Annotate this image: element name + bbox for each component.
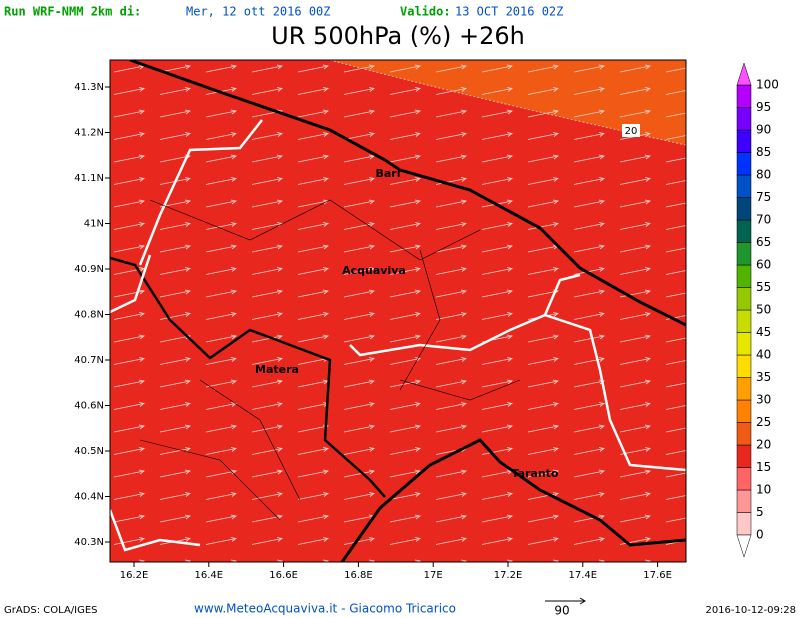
colorbar-box xyxy=(736,444,752,468)
colorbar-label: 90 xyxy=(756,123,771,137)
colorbar-label: 95 xyxy=(756,100,771,114)
colorbar-box xyxy=(736,399,752,423)
footer-credit: GrADS: COLA/IGES xyxy=(4,605,98,616)
colorbar-box xyxy=(736,219,752,243)
lat-label: 41.1N xyxy=(74,173,104,184)
city-label: Taranto xyxy=(511,467,558,480)
colorbar-label: 50 xyxy=(756,303,771,317)
colorbar-box xyxy=(736,174,752,198)
city-label: Bari xyxy=(375,167,400,180)
map xyxy=(110,60,686,562)
colorbar-label: 100 xyxy=(756,78,779,92)
colorbar-box xyxy=(736,354,752,378)
colorbar-label: 20 xyxy=(756,438,771,452)
wind-vectors xyxy=(110,60,686,562)
colorbar-box xyxy=(736,107,752,131)
timestamp: 2016-10-12-09:28 xyxy=(705,605,796,616)
colorbar-label: 75 xyxy=(756,190,771,204)
run-date: Mer, 12 ott 2016 00Z xyxy=(186,5,331,19)
contour xyxy=(329,60,686,146)
colorbar-label: 45 xyxy=(756,325,771,339)
colorbar-label: 80 xyxy=(756,168,771,182)
contour-label-bg xyxy=(622,124,640,137)
colorbar-label: 5 xyxy=(756,505,764,519)
colorbar-label: 0 xyxy=(756,528,764,542)
lon-label: 17.6E xyxy=(643,570,672,581)
lat-label: 40.5N xyxy=(74,446,104,457)
colorbar-box xyxy=(736,422,752,446)
colorbar-box xyxy=(736,152,752,176)
lat-label: 41N xyxy=(84,219,104,230)
city-label: Matera xyxy=(255,363,299,376)
run-label: Run WRF-NMM 2km di: xyxy=(4,5,141,19)
colorbar-box xyxy=(736,197,752,221)
lon-label: 16.6E xyxy=(269,570,298,581)
lat-label: 40.4N xyxy=(74,492,104,503)
colorbar-box xyxy=(736,332,752,356)
colorbar-box xyxy=(736,377,752,401)
municipal-border xyxy=(139,199,521,521)
lat-label: 40.7N xyxy=(74,355,104,366)
lon-label: 17E xyxy=(424,570,443,581)
lat-label: 40.9N xyxy=(74,264,104,275)
valid-label: Valido: xyxy=(400,5,451,19)
colorbar-above xyxy=(736,62,752,86)
lon-label: 16.8E xyxy=(344,570,373,581)
lat-label: 41.3N xyxy=(74,82,104,93)
valid-date: 13 OCT 2016 02Z xyxy=(455,5,563,19)
colorbar-label: 25 xyxy=(756,415,771,429)
lon-label: 16.2E xyxy=(120,570,149,581)
colorbar-box xyxy=(736,84,752,108)
colorbar-label: 40 xyxy=(756,348,771,362)
city-label: Acquaviva xyxy=(342,264,406,277)
colorbar-below xyxy=(736,534,752,558)
colorbar-label: 30 xyxy=(756,393,771,407)
lat-label: 40.6N xyxy=(74,401,104,412)
lon-label: 17.4E xyxy=(569,570,598,581)
colorbar-box xyxy=(736,512,752,536)
title: UR 500hPa (%) +26h xyxy=(271,22,525,50)
colorbar-label: 35 xyxy=(756,370,771,384)
contour-label: 20 xyxy=(625,126,638,137)
colorbar: 0 5 10 15 20 25 30 35 40 45 50 55 60 65 70 75 80 85 90 95 10… xyxy=(736,62,779,558)
coastline xyxy=(129,60,686,327)
colorbar-box xyxy=(736,489,752,513)
coastline xyxy=(340,438,686,562)
lat-label: 40.3N xyxy=(74,537,104,548)
colorbar-label: 65 xyxy=(756,235,771,249)
colorbar-label: 70 xyxy=(756,213,771,227)
colorbar-label: 85 xyxy=(756,145,771,159)
lon-label: 16.4E xyxy=(195,570,224,581)
colorbar-box xyxy=(736,467,752,491)
province-border xyxy=(110,119,686,552)
colorbar-box xyxy=(736,287,752,311)
vector-scale-head xyxy=(579,597,586,605)
colorbar-box xyxy=(736,242,752,266)
map-frame xyxy=(109,59,687,563)
colorbar-box xyxy=(736,264,752,288)
lat-label: 40.8N xyxy=(74,310,104,321)
lat-label: 41.2N xyxy=(74,128,104,139)
colorbar-box xyxy=(736,309,752,333)
footer-site: www.MeteoAcquaviva.it - Giacomo Tricaric… xyxy=(194,602,456,616)
region-border xyxy=(110,256,386,498)
lon-label: 17.2E xyxy=(494,570,523,581)
colorbar-label: 15 xyxy=(756,460,771,474)
colorbar-label: 60 xyxy=(756,258,771,272)
vector-scale: 90 xyxy=(554,604,569,618)
colorbar-box xyxy=(736,129,752,153)
axes: 41.3N 41.2N 41.1N 41N 40.9N 40.8N 40.7N 40.6N 40… xyxy=(74,82,672,581)
colorbar-label: 55 xyxy=(756,280,771,294)
colorbar-label: 10 xyxy=(756,483,771,497)
